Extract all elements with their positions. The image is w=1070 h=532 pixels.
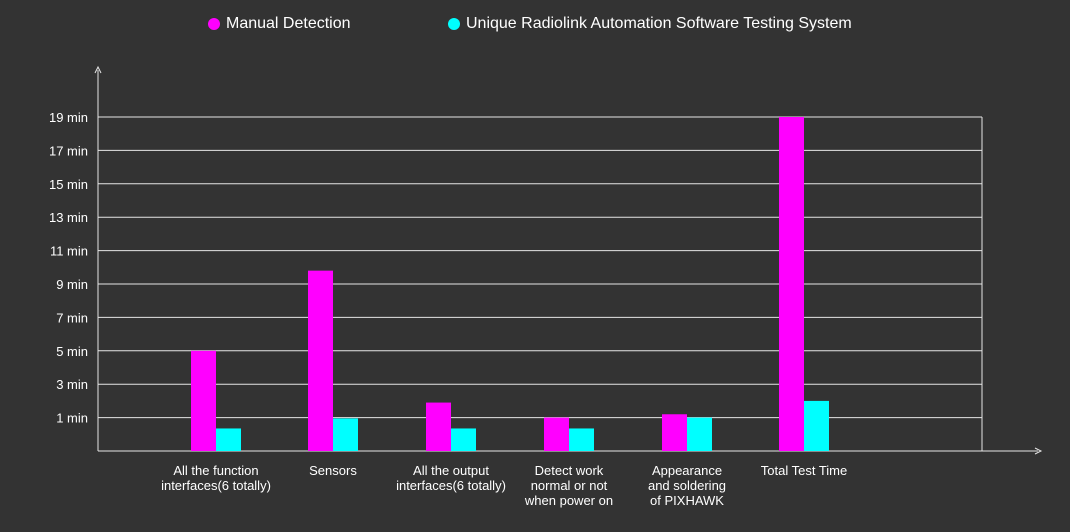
x-category-label: of PIXHAWK — [650, 493, 724, 508]
x-category-label: Detect work — [535, 463, 604, 478]
x-category-label: All the function — [173, 463, 258, 478]
legend-item-manual[interactable]: Manual Detection — [208, 15, 351, 33]
bar-automation-system — [687, 417, 712, 451]
legend-label-manual: Manual Detection — [226, 15, 351, 32]
legend-item-automation[interactable]: Unique Radiolink Automation Software Tes… — [448, 15, 852, 33]
bar-manual-detection — [308, 270, 333, 451]
x-category-label: interfaces(6 totally) — [396, 478, 506, 493]
bar-automation-system — [333, 418, 358, 451]
x-category-label: Appearance — [652, 463, 722, 478]
bar-manual-detection — [544, 417, 569, 451]
legend-swatch-manual — [208, 18, 220, 30]
x-category-label: interfaces(6 totally) — [161, 478, 271, 493]
bar-manual-detection — [779, 117, 804, 451]
y-tick-label: 7 min — [56, 310, 88, 325]
y-tick-label: 5 min — [56, 344, 88, 359]
y-axis-arrow — [94, 65, 102, 74]
bar-automation-system — [804, 400, 829, 451]
bar-manual-detection — [426, 402, 451, 451]
bar-manual-detection — [662, 414, 687, 451]
x-category-label: All the output — [413, 463, 489, 478]
y-tick-label: 3 min — [56, 377, 88, 392]
x-category-label: normal or not — [531, 478, 608, 493]
bar-automation-system — [569, 428, 594, 451]
y-tick-label: 11 min — [50, 244, 88, 259]
x-category-label: and soldering — [648, 478, 726, 493]
x-category-label: Sensors — [309, 463, 357, 478]
y-tick-label: 1 min — [56, 411, 88, 426]
y-tick-label: 17 min — [49, 143, 88, 158]
y-tick-label: 9 min — [56, 277, 88, 292]
x-category-label: when power on — [524, 493, 613, 508]
x-axis-arrow — [1034, 447, 1043, 455]
y-tick-label: 13 min — [49, 210, 88, 225]
bar-automation-system — [451, 428, 476, 451]
bar-manual-detection — [191, 350, 216, 451]
legend-swatch-automation — [448, 18, 460, 30]
legend-label-automation: Unique Radiolink Automation Software Tes… — [466, 15, 852, 32]
y-tick-label: 15 min — [49, 177, 88, 192]
x-category-label: Total Test Time — [761, 463, 847, 478]
legend: Manual Detection Unique Radiolink Automa… — [0, 15, 1070, 37]
bar-automation-system — [216, 428, 241, 451]
y-tick-label: 19 min — [49, 110, 88, 125]
